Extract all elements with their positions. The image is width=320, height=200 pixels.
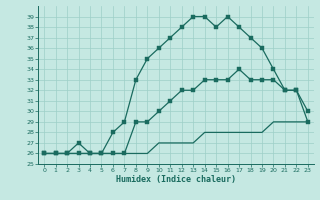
X-axis label: Humidex (Indice chaleur): Humidex (Indice chaleur) — [116, 175, 236, 184]
